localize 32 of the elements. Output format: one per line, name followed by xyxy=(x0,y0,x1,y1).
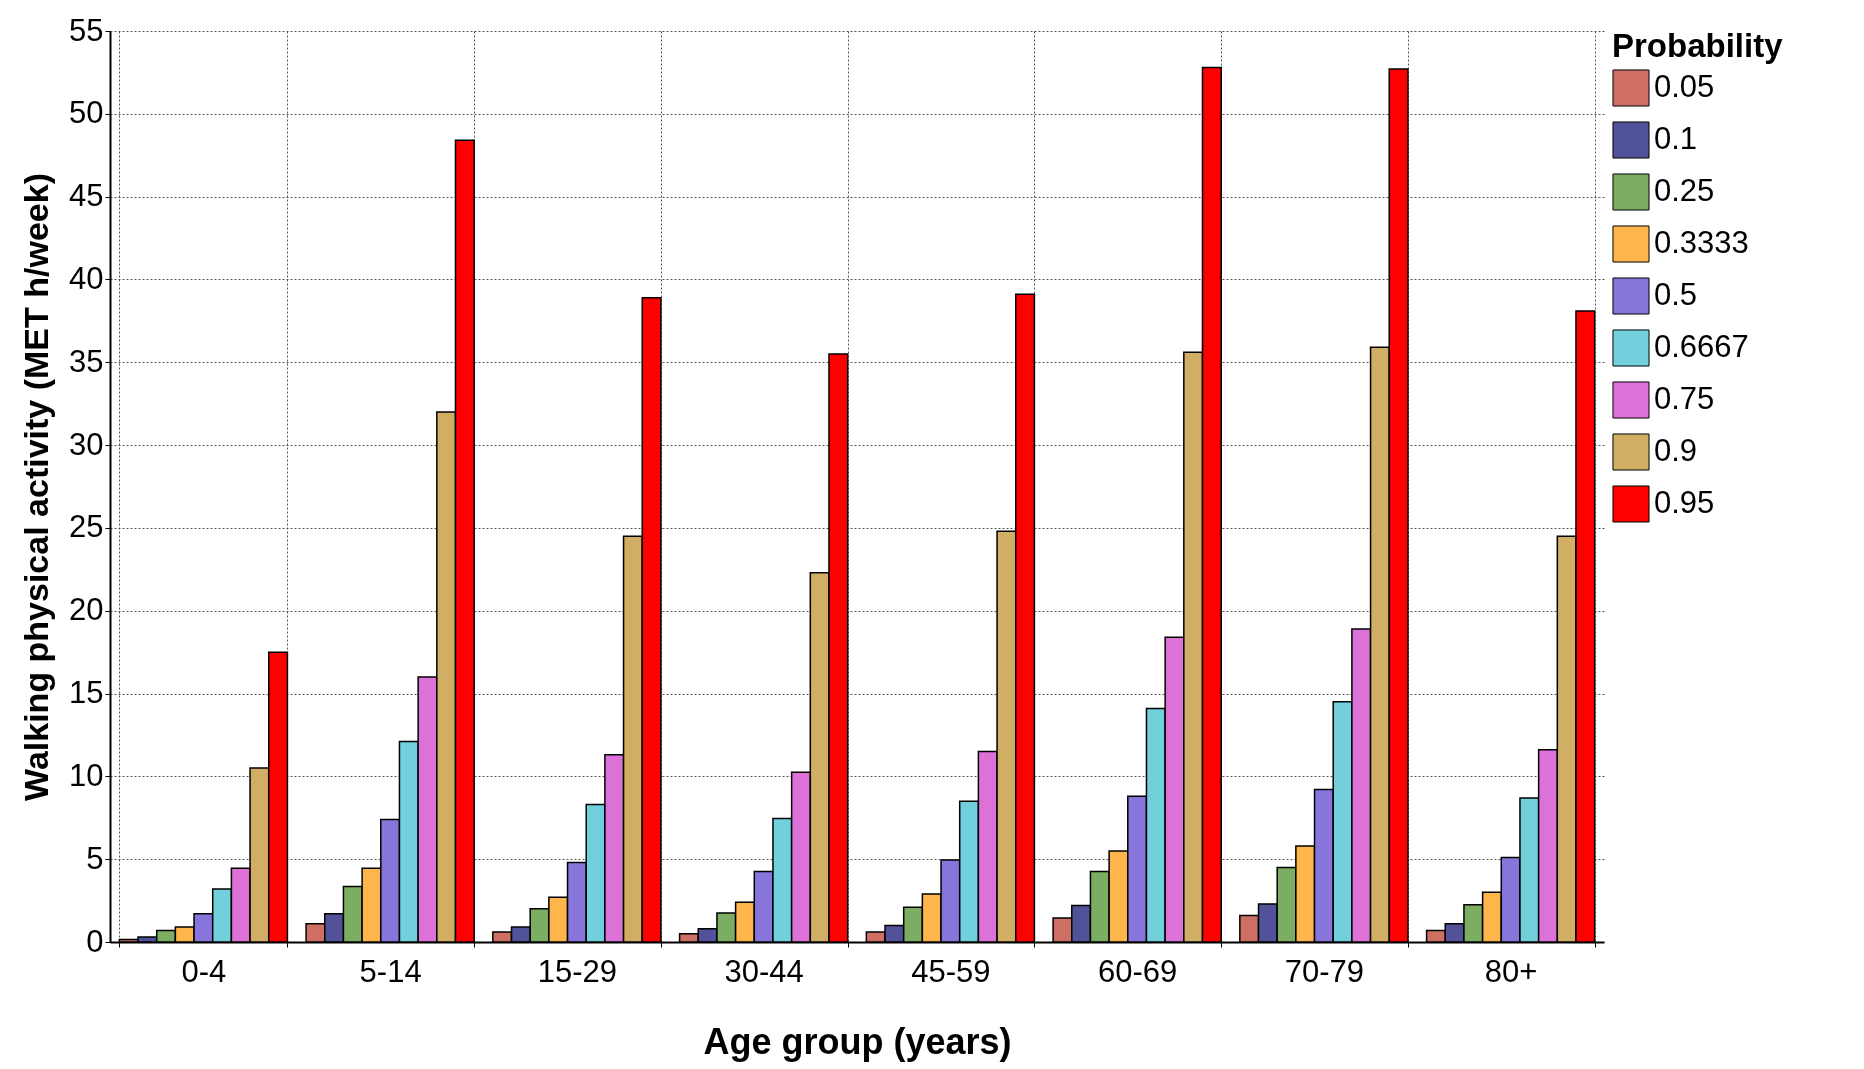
legend-label: 0.05 xyxy=(1654,69,1715,104)
x-tick-label: 60-69 xyxy=(1097,953,1178,989)
y-tick-label: 55 xyxy=(69,12,104,48)
legend-label: 0.5 xyxy=(1654,277,1698,312)
y-tick-label: 15 xyxy=(69,675,104,711)
x-tick-label: 5-14 xyxy=(359,953,422,989)
y-tick-label: 20 xyxy=(69,592,104,628)
y-tick-label: 10 xyxy=(69,757,104,793)
y-tick-label: 40 xyxy=(69,260,104,296)
x-tick-label: 30-44 xyxy=(724,953,804,989)
legend-label: 0.9 xyxy=(1654,433,1698,468)
legend-title: Probability xyxy=(1612,27,1784,64)
legend-label: 0.1 xyxy=(1654,121,1698,156)
legend-label: 0.6667 xyxy=(1654,329,1749,364)
legend-label: 0.75 xyxy=(1654,381,1715,416)
y-tick-label: 45 xyxy=(69,178,104,214)
y-tick-label: 50 xyxy=(69,95,104,131)
x-tick-label: 80+ xyxy=(1484,953,1538,989)
x-tick-label: 45-59 xyxy=(911,953,991,989)
y-tick-label: 30 xyxy=(69,426,104,462)
y-axis-title: Walking physical activity (MET h/week) xyxy=(17,173,56,801)
legend-label: 0.3333 xyxy=(1654,225,1749,260)
x-tick-label: 70-79 xyxy=(1284,953,1365,989)
legend-label: 0.25 xyxy=(1654,173,1715,208)
legend-label: 0.95 xyxy=(1654,485,1715,520)
x-axis-title: Age group (years) xyxy=(703,1020,1012,1062)
x-tick-label: 15-29 xyxy=(537,953,618,989)
y-tick-label: 5 xyxy=(86,840,104,876)
y-tick-label: 0 xyxy=(86,923,104,959)
x-tick-label: 0-4 xyxy=(181,953,227,989)
y-tick-label: 25 xyxy=(69,509,104,545)
y-tick-label: 35 xyxy=(69,343,104,379)
